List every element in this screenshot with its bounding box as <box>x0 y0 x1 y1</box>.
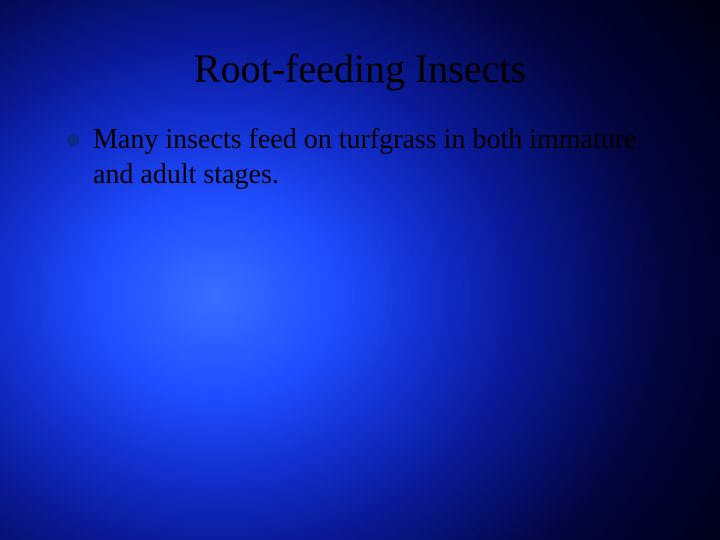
list-item: Many insects feed on turfgrass in both i… <box>65 122 665 192</box>
bullet-list: Many insects feed on turfgrass in both i… <box>55 122 665 192</box>
bullet-text: Many insects feed on turfgrass in both i… <box>93 124 637 190</box>
slide: Root-feeding Insects Many insects feed o… <box>0 0 720 540</box>
slide-title: Root-feeding Insects <box>55 45 665 92</box>
